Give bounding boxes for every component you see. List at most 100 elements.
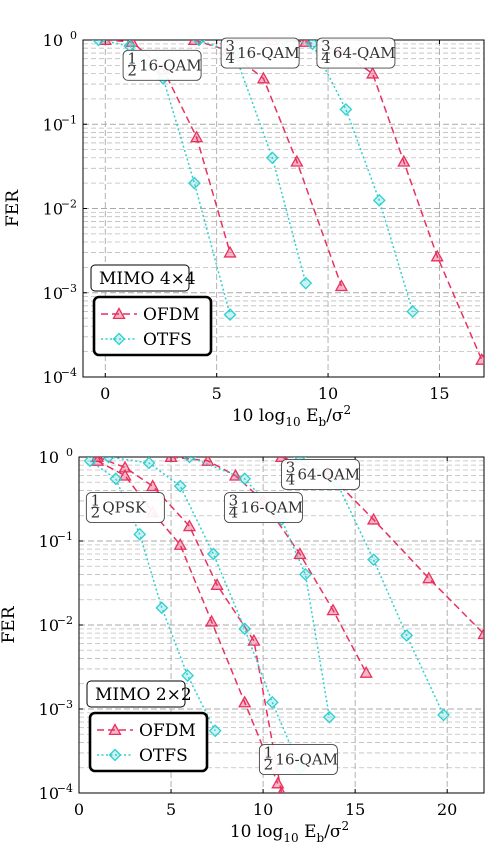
legend-label-otfs: OTFS [143,330,192,350]
legend: OFDM OTFS [92,295,213,357]
ofdm-point [326,603,340,616]
annotation-label: 34 64-QAM [281,458,361,490]
ofdm-point [210,578,224,590]
otfs-point [102,457,115,464]
otfs-point [367,553,380,567]
y-tick-label: 10−3 [43,282,77,303]
y-tick-label: 10 0 [43,29,77,50]
x-tick-label: 5 [212,384,222,403]
y-tick-exponent: −1 [61,113,77,126]
series-line-otfs [283,40,414,312]
ofdm-point [182,519,197,532]
annotation-text: 64-QAM [298,465,361,483]
annotation-box [281,458,360,490]
y-axis-label: FER [3,189,23,227]
annotation-label: 34 64-QAM [316,37,396,69]
ofdm-point [146,479,160,492]
annotation-label: 34 16-QAM [220,37,300,69]
annotation-box [85,492,165,524]
legend-label-ofdm: OFDM [139,721,196,741]
ofdm-point [228,468,243,481]
legend-label-otfs: OTFS [139,746,188,766]
mimo-box [90,264,190,292]
ofdm-point [475,352,484,365]
annotation-label: 34 16-QAM [223,492,303,524]
otfs-point [192,40,206,47]
annotation-frac-den: 4 [321,49,331,67]
y-tick-exponent: 0 [66,446,73,459]
y-tick-exponent: 0 [70,29,77,42]
ofdm-point [290,154,304,167]
y-tick-label: 10 0 [39,446,73,467]
mimo-title-box: MIMO 2×2 [86,680,192,708]
series-line-ofdm [272,40,483,361]
annotation-label: 12 16-QAM [258,744,338,776]
otfs-point [299,568,312,581]
mimo-title: MIMO 2×2 [95,685,192,705]
otfs-point [92,40,106,47]
x-tick-label: 5 [166,800,176,819]
annotation-frac-num: 3 [286,458,296,476]
y-tick-exponent: −4 [61,366,77,379]
ofdm-point [118,460,132,473]
annotation-text: 16-QAM [139,56,202,74]
legend-marker-ofdm [112,307,126,320]
x-tick-label: 15 [429,384,449,403]
otfs-point [109,472,123,486]
annotation-box [316,37,396,69]
otfs-point [437,708,450,722]
y-tick-label: 10−1 [39,530,73,551]
otfs-point [265,695,279,709]
annotation-text: 16-QAM [275,751,338,769]
annotation-frac-den: 4 [225,49,235,67]
annotation-frac-den: 2 [91,504,101,522]
y-tick-exponent: −4 [57,782,73,795]
otfs-point [306,40,319,51]
series-line-ofdm [281,457,484,635]
y-tick-exponent: −2 [57,614,73,627]
otfs-point [322,710,336,724]
annotation-frac-den: 4 [229,504,239,522]
otfs-point [238,472,252,486]
otfs-point [142,457,156,470]
annotation-frac-num: 1 [91,492,101,510]
otfs-point [155,601,169,615]
y-tick-label: 10−4 [39,782,73,803]
x-tick-label: 10 [253,800,273,819]
otfs-point [223,308,237,322]
annotation-label: 12 QPSK [85,492,165,524]
x-tick-label: 15 [345,800,365,819]
annotation-frac-num: 3 [225,37,235,55]
x-axis-label: 10 log10 Eb/σ2 [230,819,349,845]
ofdm-point [477,627,484,640]
otfs-point [206,547,220,561]
ofdm-point [164,457,178,463]
otfs-point [372,193,386,207]
y-tick-exponent: −2 [61,198,77,211]
mimo-box [86,680,186,708]
legend: OFDM OTFS [88,711,209,773]
y-tick-label: 10−4 [43,366,77,387]
x-tick-label: 10 [318,384,338,403]
ofdm-point [173,538,187,550]
annotation-frac-num: 1 [127,49,137,67]
y-tick-exponent: −3 [61,282,77,295]
annotation-frac-den: 2 [264,756,274,774]
ofdm-point [277,786,286,793]
annotation-text: 64-QAM [333,44,396,62]
ofdm-point [204,614,219,627]
x-tick-label: 20 [437,800,457,819]
ofdm-point [201,457,215,466]
series-line-otfs [198,40,307,284]
legend-marker-otfs [112,332,126,346]
annotation-frac-num: 1 [264,744,274,762]
otfs-point [400,629,414,642]
otfs-point [299,276,313,290]
ofdm-point [247,633,261,646]
otfs-point [173,479,187,493]
annotation-box [258,744,338,776]
ofdm-point [271,776,285,789]
ofdm-point [430,249,444,262]
